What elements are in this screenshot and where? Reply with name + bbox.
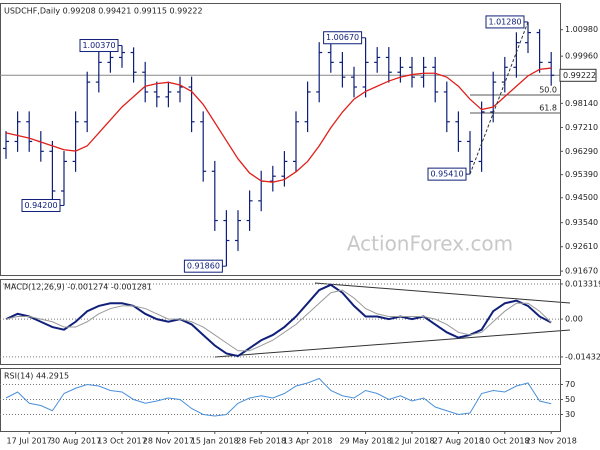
x-tick-label: 30 Aug 2017: [50, 437, 101, 446]
y-tick-label: 30: [565, 410, 575, 419]
annotation-label: 0.91860: [187, 262, 220, 271]
x-tick-label: 13 Apr 2018: [283, 437, 332, 446]
y-tick-label: 0.98140: [565, 99, 598, 108]
annotation-box: [485, 15, 525, 29]
macd-trendline: [214, 329, 571, 358]
annotation-box: [427, 167, 467, 181]
indicator-line: [5, 289, 552, 352]
panel-title: USDCHF,Daily 0.99208 0.99421 0.99115 0.9…: [4, 7, 203, 16]
y-tick-label: 0.92610: [565, 242, 598, 251]
y-tick-label: 0.94500: [565, 193, 598, 202]
x-tick-label: 10 Oct 2018: [480, 437, 529, 446]
y-tick-label: 0.99960: [565, 52, 598, 61]
annotation-box: [21, 199, 61, 213]
y-tick-label: 0.91670: [565, 267, 598, 276]
annotation-box: [79, 39, 119, 53]
last-price-box: [559, 68, 597, 82]
x-tick-label: 23 Nov 2018: [526, 437, 577, 446]
y-tick-label: 0.96290: [565, 147, 598, 156]
indicator-line: [5, 283, 552, 358]
annotation-label: 1.00370: [82, 41, 115, 50]
x-tick-label: 12 Jul 2018: [389, 437, 434, 446]
last-price-label: 0.99222: [563, 71, 596, 80]
panel-frame: [0, 279, 561, 365]
y-tick-label: 0.95390: [565, 170, 598, 179]
annotation-label: 1.01280: [488, 17, 521, 26]
y-tick-label: 0.013319: [565, 279, 600, 288]
y-tick-label: 70: [565, 380, 575, 389]
x-tick-label: 28 Feb 2018: [236, 437, 286, 446]
swing-line: [469, 21, 529, 175]
y-tick-label: 1.00980: [565, 25, 598, 34]
x-tick-label: 28 Nov 2017: [143, 437, 194, 446]
annotation-label: 1.00670: [326, 33, 359, 42]
y-tick-label: 0.97210: [565, 123, 598, 132]
x-tick-label: 29 May 2018: [340, 437, 392, 446]
annotation-label: 0.94200: [24, 201, 57, 210]
panel-title: RSI(14) 44.2915: [4, 372, 69, 381]
fib-label: 61.8: [539, 103, 557, 112]
x-tick-label: 17 Jul 2017: [7, 437, 52, 446]
panel-title: MACD(12,26,9) -0.001274 -0.001281: [4, 283, 152, 292]
annotation-label: 0.95410: [430, 170, 463, 179]
annotation-box: [323, 31, 363, 45]
watermark: ActionForex.com: [347, 232, 513, 256]
y-tick-label: 0.00: [565, 315, 583, 324]
indicator-line: [5, 377, 552, 417]
y-tick-label: -0.014323: [565, 352, 600, 361]
y-tick-label: 0.93540: [565, 218, 598, 227]
annotation-box: [183, 259, 223, 273]
x-tick-label: 27 Aug 2018: [433, 437, 484, 446]
macd-trendline: [314, 282, 571, 304]
moving-average: [5, 67, 552, 183]
panel-frame: [0, 3, 561, 276]
x-tick-label: 13 Oct 2017: [97, 437, 146, 446]
y-tick-label: 50: [565, 395, 575, 404]
x-tick-label: 15 Jan 2018: [191, 437, 239, 446]
fib-label: 50.0: [539, 86, 557, 95]
